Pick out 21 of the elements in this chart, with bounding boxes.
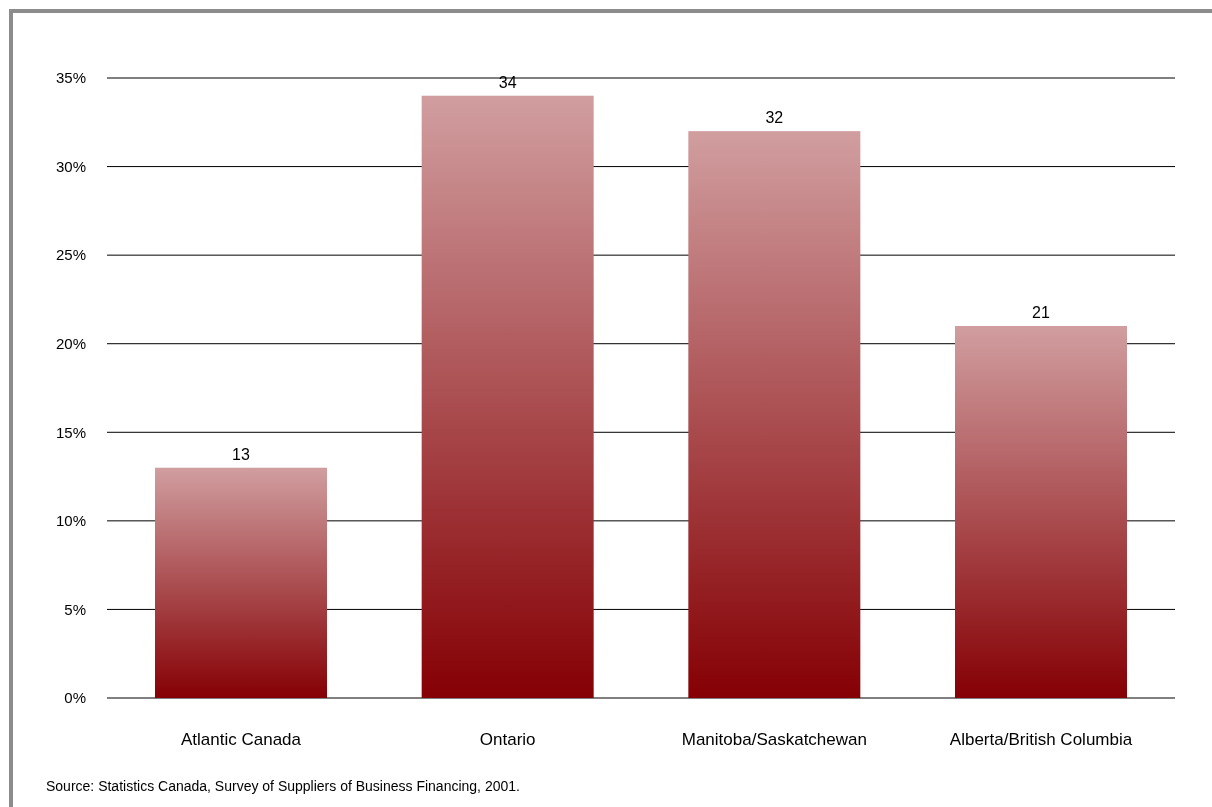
bar xyxy=(955,326,1127,698)
data-label: 32 xyxy=(765,109,784,127)
y-tick-label: 15% xyxy=(55,423,86,441)
bar xyxy=(155,467,327,698)
y-tick-label: 0% xyxy=(64,689,86,707)
x-tick-label: Alberta/British Columbia xyxy=(949,730,1133,750)
y-tick-label: 35% xyxy=(55,69,86,87)
y-tick-label: 5% xyxy=(64,600,86,618)
x-tick-label: Ontario xyxy=(479,730,536,750)
y-tick-label: 25% xyxy=(55,246,86,264)
x-tick-label: Manitoba/Saskatchewan xyxy=(681,730,867,750)
y-tick-label: 30% xyxy=(55,157,86,175)
y-tick-label: 10% xyxy=(55,512,86,530)
x-tick-label: Atlantic Canada xyxy=(180,730,302,750)
bar xyxy=(421,95,594,698)
data-label: 13 xyxy=(232,445,250,463)
y-tick-label: 20% xyxy=(55,335,86,353)
data-label: 34 xyxy=(498,73,517,91)
source-note: Source: Statistics Canada, Survey of Suppliers of Business Financing, 2001. xyxy=(46,778,520,794)
bar xyxy=(688,131,861,698)
data-label: 21 xyxy=(1032,304,1050,321)
